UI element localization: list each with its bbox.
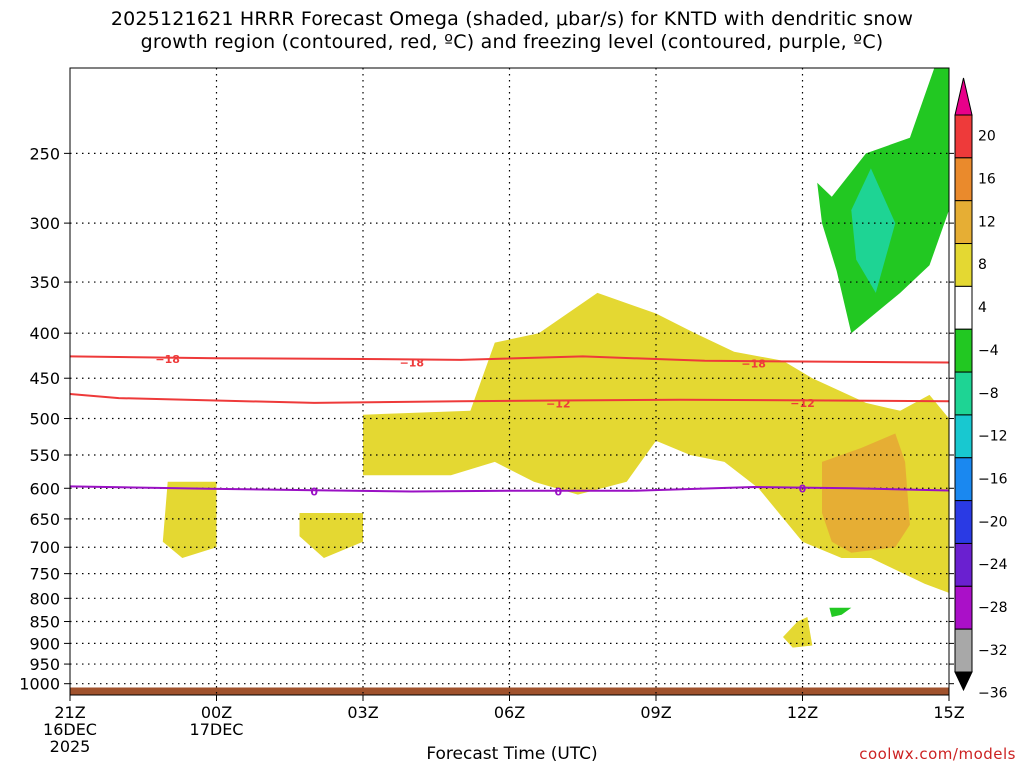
y-tick-label: 500	[29, 410, 60, 429]
contour-label-freezing-0: 0	[555, 485, 563, 498]
colorbar-label: −36	[978, 686, 1008, 702]
colorbar-label: 4	[978, 300, 987, 316]
y-tick-label: 950	[29, 655, 60, 674]
colorbar-segment	[954, 500, 973, 544]
colorbar-segment	[954, 285, 973, 330]
colorbar-segment	[954, 200, 973, 245]
colorbar-label: −16	[978, 471, 1008, 487]
y-tick-label: 800	[29, 589, 60, 608]
terrain-band	[70, 687, 949, 695]
colorbar-segment	[954, 157, 973, 202]
colorbar-label: 8	[978, 257, 987, 273]
colorbar-segment	[954, 328, 973, 373]
y-tick-label: 650	[29, 510, 60, 529]
colorbar-label: 12	[978, 214, 996, 230]
y-tick-label: 750	[29, 565, 60, 584]
y-tick-label: 700	[29, 538, 60, 557]
y-tick-label: 300	[29, 214, 60, 233]
y-tick-label: 400	[29, 324, 60, 343]
colorbar-top-arrow	[954, 77, 973, 116]
omega-region-green-small	[829, 607, 852, 617]
y-axis: 250 300 350 400 450 500 550 600 650 700 750 800 850 9…	[19, 144, 954, 694]
omega-shading	[162, 68, 949, 648]
contours: −18 −18 −18 −12 −12 0 0 0	[70, 353, 949, 498]
colorbar-label: −8	[978, 386, 999, 402]
contour-label-dgz-18: −18	[155, 353, 180, 366]
y-tick-label: 850	[29, 613, 60, 632]
y-tick-label: 1000	[19, 675, 60, 694]
colorbar: 20 16 12 8 4 −4 −8 −12 −16 −20 −24 −28 −32 −36	[954, 77, 1008, 702]
colorbar-segment	[954, 585, 973, 630]
contour-label-dgz-12: −12	[546, 398, 571, 411]
contour-label-freezing-0: 0	[310, 485, 318, 498]
omega-region-yellow-mid	[299, 513, 363, 558]
omega-region-yellow-small	[783, 617, 813, 648]
colorbar-label: −32	[978, 643, 1008, 659]
colorbar-segment	[954, 457, 973, 502]
y-tick-label: 250	[29, 144, 60, 163]
title-line-2: growth region (contoured, red, ºC) and f…	[140, 31, 884, 53]
x-tick-label: 09Z	[640, 703, 671, 722]
terrain	[70, 687, 949, 695]
contour-label-dgz-18: −18	[400, 357, 425, 370]
x-tick-label: 12Z	[787, 703, 818, 722]
colorbar-segment	[954, 371, 973, 416]
omega-region-yellow-left	[162, 481, 217, 558]
x-tick-label: 00Z 17DEC	[190, 703, 244, 739]
x-axis-label: Forecast Time (UTC)	[426, 744, 598, 764]
contour-label-dgz-12: −12	[790, 397, 815, 410]
contour-label-dgz-18: −18	[741, 357, 766, 370]
y-tick-label: 900	[29, 634, 60, 653]
chart-title: 2025121621 HRRR Forecast Omega (shaded, …	[0, 8, 1024, 54]
y-tick-label: 550	[29, 446, 60, 465]
x-tick-label: 21Z 16DEC 2025	[43, 703, 97, 756]
omega-region-orange-core	[822, 433, 910, 553]
colorbar-label: −20	[978, 514, 1008, 530]
contour-label-freezing-0: 0	[799, 482, 807, 495]
omega-region-yellow-main	[363, 292, 949, 593]
colorbar-label: −4	[978, 343, 999, 359]
colorbar-segment	[954, 542, 973, 587]
source-credit: coolwx.com/models	[859, 745, 1016, 763]
colorbar-label: −28	[978, 600, 1008, 616]
colorbar-segment	[954, 414, 973, 459]
colorbar-segment	[954, 628, 973, 673]
grid	[70, 68, 949, 695]
colorbar-segment	[954, 114, 973, 159]
title-line-1: 2025121621 HRRR Forecast Omega (shaded, …	[110, 8, 914, 30]
colorbar-segment	[954, 243, 973, 287]
omega-region-green-upper	[817, 68, 949, 334]
y-tick-label: 600	[29, 479, 60, 498]
colorbar-label: 20	[978, 129, 996, 145]
x-tick-label: 06Z	[494, 703, 525, 722]
colorbar-label: −24	[978, 557, 1008, 573]
contour-line-dgz-18	[70, 355, 949, 364]
colorbar-label: 16	[978, 172, 996, 188]
x-axis: 21Z 16DEC 2025 00Z 17DEC 03Z 06Z 09Z 12Z 15Z	[43, 695, 965, 756]
omega-region-teal-core	[851, 168, 896, 293]
contour-line-freezing-0	[70, 485, 949, 493]
y-tick-label: 450	[29, 369, 60, 388]
x-tick-label: 03Z	[347, 703, 378, 722]
colorbar-bottom-arrow	[954, 671, 973, 692]
contour-line-dgz-12	[70, 393, 949, 404]
colorbar-label: −12	[978, 429, 1008, 445]
y-tick-label: 350	[29, 273, 60, 292]
x-tick-label: 15Z	[933, 703, 964, 722]
